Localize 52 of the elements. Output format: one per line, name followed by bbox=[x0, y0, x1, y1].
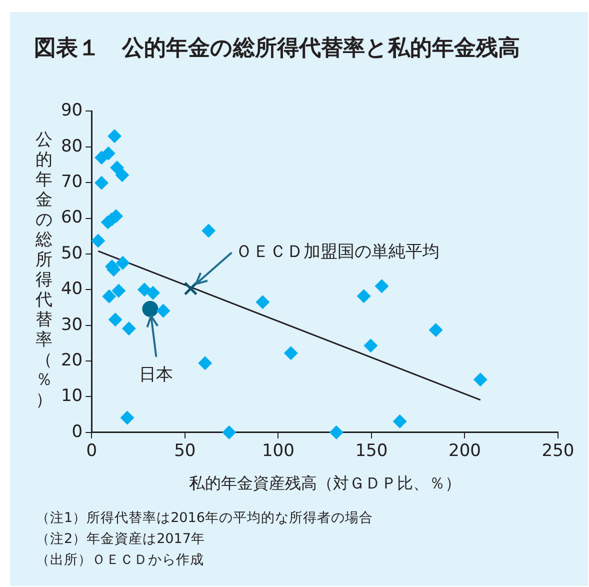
point bbox=[198, 356, 212, 370]
point bbox=[112, 284, 126, 298]
point bbox=[329, 425, 344, 440]
y-tick-label: 90 bbox=[60, 100, 83, 121]
y-tick-label: 40 bbox=[60, 279, 83, 300]
point bbox=[115, 168, 130, 182]
point bbox=[91, 234, 106, 248]
x-tick-label: 0 bbox=[86, 441, 98, 462]
point bbox=[108, 129, 122, 144]
point bbox=[142, 300, 158, 317]
text: （注1）所得代替率は2016年の平均的な所得者の場合 bbox=[36, 509, 373, 528]
point bbox=[428, 322, 443, 337]
point bbox=[374, 279, 389, 294]
x-tick-label: 100 bbox=[262, 441, 294, 462]
annotation: ＯＥＣＤ加盟国の単純平均 bbox=[236, 242, 440, 262]
point bbox=[94, 176, 109, 190]
point bbox=[108, 312, 122, 327]
y-tick-label: 20 bbox=[60, 350, 83, 370]
x-tick-label: 250 bbox=[542, 441, 574, 462]
point bbox=[120, 410, 134, 425]
point bbox=[184, 282, 198, 296]
point bbox=[256, 295, 270, 310]
point bbox=[356, 289, 371, 304]
point bbox=[101, 146, 116, 160]
y-tick-label: 60 bbox=[60, 208, 83, 228]
point bbox=[222, 425, 236, 440]
y-tick-label: 0 bbox=[72, 422, 83, 442]
text: （出所）ＯＥＣＤから作成 bbox=[36, 551, 205, 570]
x-tick-label: 50 bbox=[174, 441, 196, 462]
point bbox=[146, 286, 160, 300]
y-tick-label: 10 bbox=[60, 386, 83, 406]
y-tick-label: 70 bbox=[60, 172, 83, 192]
text: 公的年金の総所得代替率（％） bbox=[36, 130, 52, 410]
point bbox=[202, 224, 216, 238]
point bbox=[122, 322, 136, 336]
y-tick-label: 80 bbox=[60, 136, 83, 156]
chart-title: 図表１ 公的年金の総所得代替率と私的年金残高 bbox=[34, 34, 521, 63]
text: （注2）年金資産は2017年 bbox=[36, 530, 206, 549]
point bbox=[110, 160, 124, 175]
point bbox=[473, 372, 488, 387]
point bbox=[156, 304, 170, 318]
y-tick-label: 50 bbox=[60, 243, 83, 264]
point bbox=[116, 256, 130, 270]
point bbox=[392, 414, 407, 428]
x-axis-title: 私的年金資産残高（対ＧＤＰ比、％） bbox=[188, 474, 461, 493]
annotation: 日本 bbox=[139, 364, 174, 385]
x-tick-label: 200 bbox=[448, 441, 481, 462]
x-tick-label: 150 bbox=[355, 441, 388, 462]
point bbox=[364, 338, 378, 353]
y-tick-label: 30 bbox=[60, 314, 83, 335]
point bbox=[284, 346, 298, 360]
point bbox=[102, 289, 116, 304]
